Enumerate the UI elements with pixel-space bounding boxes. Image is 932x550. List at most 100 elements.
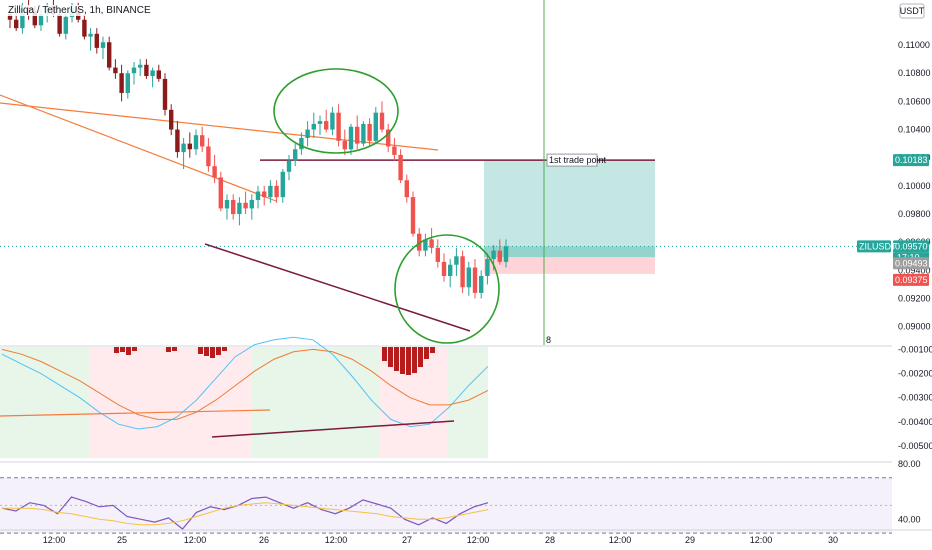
candle-body bbox=[330, 112, 335, 130]
osc-zone-green bbox=[252, 347, 380, 458]
candle-body bbox=[348, 126, 354, 150]
candle-body bbox=[187, 143, 192, 150]
time-tick-label: 12:00 bbox=[750, 535, 773, 545]
candle-body bbox=[479, 276, 484, 293]
histogram-bar bbox=[216, 347, 221, 355]
stop-price-tag-box bbox=[893, 273, 929, 286]
candle-body bbox=[435, 247, 440, 262]
candle-body bbox=[144, 64, 149, 77]
candle-body bbox=[280, 171, 285, 198]
cursor-marker-label: 8 bbox=[546, 335, 551, 345]
candle-body bbox=[441, 261, 447, 276]
candle-body bbox=[286, 160, 292, 172]
price-tick-label: 0.10400 bbox=[898, 125, 931, 135]
candle-body bbox=[175, 129, 180, 153]
current-profit-zone bbox=[484, 246, 655, 258]
osc-tick-label: -0.00400 bbox=[898, 417, 932, 427]
candle-body bbox=[485, 259, 490, 276]
candle-body bbox=[156, 70, 161, 79]
highlight-circle-bottom bbox=[394, 234, 500, 344]
candle-body bbox=[88, 33, 93, 37]
time-tick-label: 30 bbox=[828, 535, 838, 545]
candle-body bbox=[224, 199, 230, 209]
symbol-title: Zilliqa / TetherUS, 1h, BINANCE bbox=[6, 5, 153, 16]
histogram-bar bbox=[114, 347, 119, 353]
candle-body bbox=[336, 112, 341, 141]
osc-tick-label: -0.00500 bbox=[898, 441, 932, 451]
trade-label: 1st trade point bbox=[549, 155, 607, 165]
candle-body bbox=[466, 267, 471, 288]
entry-price-tag: 0.09493 bbox=[895, 258, 928, 268]
histogram-bar bbox=[126, 347, 131, 355]
rsi-tick-label: 80.00 bbox=[898, 459, 921, 469]
histogram-bar bbox=[198, 347, 203, 354]
symbol-tag: ZILUSDT bbox=[859, 241, 897, 251]
rsi-tick-label: 40.00 bbox=[898, 514, 921, 524]
support-trendline bbox=[204, 243, 471, 332]
candle-body bbox=[100, 42, 106, 48]
candle-body bbox=[448, 264, 453, 276]
time-tick-label: 12:00 bbox=[184, 535, 207, 545]
currency-box bbox=[899, 3, 925, 19]
candle-body bbox=[200, 135, 205, 147]
candle-body bbox=[305, 129, 310, 138]
candle-body bbox=[491, 250, 496, 260]
price-tick-label: 0.09000 bbox=[898, 322, 931, 332]
last-price-tag-box bbox=[893, 240, 929, 253]
price-tick-label: 0.10000 bbox=[898, 181, 931, 191]
candle-body bbox=[311, 123, 316, 130]
candle-body bbox=[417, 233, 422, 251]
candle-body bbox=[119, 73, 124, 93]
candle-body bbox=[317, 121, 323, 124]
histogram-bar bbox=[388, 347, 393, 367]
candle-body bbox=[82, 19, 87, 37]
candle-body bbox=[243, 202, 248, 209]
time-tick-label: 12:00 bbox=[609, 535, 632, 545]
osc-zone-green bbox=[448, 347, 488, 458]
profit-zone bbox=[484, 160, 655, 258]
trade-label-box bbox=[546, 153, 598, 167]
histogram-bar bbox=[132, 347, 137, 351]
histogram-bar bbox=[166, 347, 171, 352]
osc-main-line bbox=[1, 336, 489, 430]
candle-body bbox=[274, 185, 279, 198]
candle-body bbox=[169, 109, 174, 130]
osc-zone-red bbox=[90, 347, 252, 458]
candle-body bbox=[324, 121, 329, 130]
candle-body bbox=[57, 14, 62, 34]
candle-body bbox=[404, 180, 409, 198]
time-tick-label: 12:00 bbox=[325, 535, 348, 545]
candle-body bbox=[150, 70, 155, 77]
target-price-tag: 0.10183 bbox=[895, 155, 928, 165]
candle-body bbox=[255, 191, 261, 200]
candle-body bbox=[386, 129, 391, 147]
price-tick-label: 0.09400 bbox=[898, 265, 931, 275]
price-tick-label: 0.10600 bbox=[898, 96, 931, 106]
time-tick-label: 29 bbox=[685, 535, 695, 545]
time-tick-label: 26 bbox=[259, 535, 269, 545]
histogram-bar bbox=[406, 347, 411, 375]
histogram-bar bbox=[382, 347, 387, 361]
time-tick-label: 12:00 bbox=[467, 535, 490, 545]
candle-body bbox=[218, 177, 223, 209]
entry-price-tag-box bbox=[893, 257, 929, 270]
candle-body bbox=[138, 64, 143, 68]
price-tick-label: 0.09200 bbox=[898, 294, 931, 304]
candle-body bbox=[293, 149, 298, 161]
candle-body bbox=[249, 199, 254, 209]
histogram-bar bbox=[222, 347, 227, 351]
histogram-bar bbox=[172, 347, 177, 351]
candle-body bbox=[429, 239, 434, 248]
candle-body bbox=[398, 154, 403, 181]
histogram-bar bbox=[400, 347, 405, 374]
candle-body bbox=[237, 202, 242, 215]
target-price-tag-box bbox=[893, 154, 929, 167]
currency-label: USDT bbox=[900, 6, 925, 16]
candle-body bbox=[299, 138, 304, 150]
candle-body bbox=[503, 246, 509, 262]
candle-body bbox=[63, 16, 68, 34]
candle-body bbox=[107, 42, 112, 68]
candle-body bbox=[410, 197, 416, 234]
histogram-bar bbox=[418, 347, 423, 367]
